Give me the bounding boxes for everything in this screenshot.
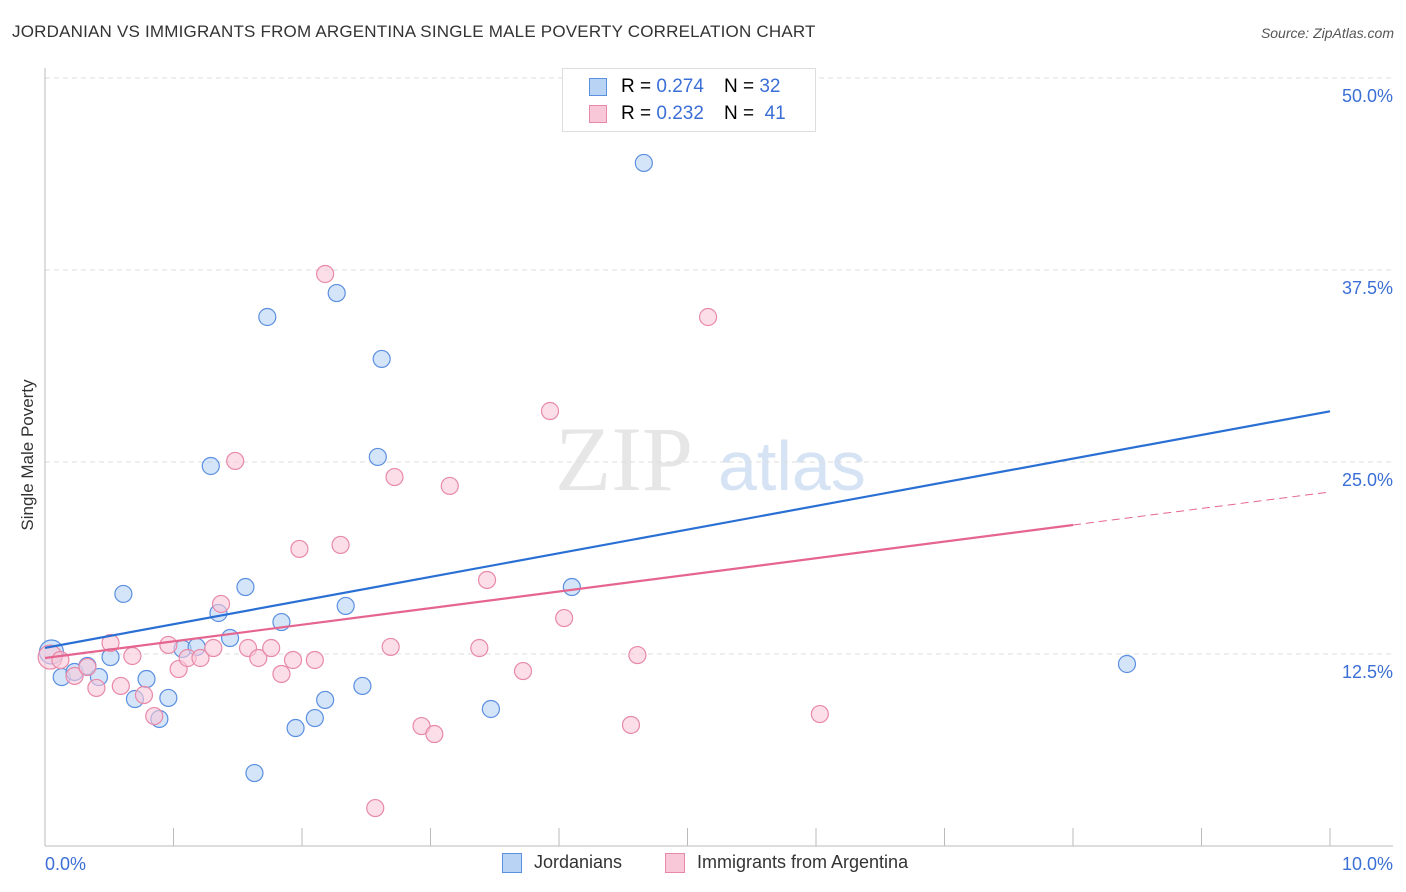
trend-line-1 <box>44 523 1074 660</box>
data-point-argentina <box>226 451 245 471</box>
data-point-argentina <box>123 646 142 666</box>
data-point-argentina <box>698 307 718 327</box>
x-tick-label: 0.0% <box>45 854 86 874</box>
data-point-argentina <box>621 715 641 735</box>
data-point-argentina <box>51 650 70 670</box>
data-point-argentina <box>65 666 84 686</box>
data-point-argentina <box>204 638 223 658</box>
data-point-jordanians <box>327 283 346 303</box>
data-point-jordanians <box>245 763 264 783</box>
data-point-argentina <box>145 706 164 726</box>
data-point-jordanians <box>159 688 178 708</box>
data-point-argentina <box>78 657 97 677</box>
data-point-jordanians <box>562 577 581 597</box>
x-tick-label: 10.0% <box>1342 854 1393 874</box>
legend-row-argentina: R = 0.232 N = 41 <box>589 103 786 125</box>
data-point-argentina <box>262 638 281 658</box>
watermark-atlas: atlas <box>718 427 866 505</box>
data-point-argentina <box>283 650 303 670</box>
data-point-jordanians <box>481 699 500 719</box>
data-point-argentina <box>211 594 231 614</box>
legend-swatch-pink <box>589 105 607 123</box>
data-point-jordanians <box>372 349 391 369</box>
data-point-argentina <box>331 535 350 555</box>
watermark-zip: ZIP <box>555 408 693 510</box>
data-point-argentina <box>316 264 335 284</box>
legend-swatch-blue <box>589 78 607 96</box>
data-point-argentina <box>628 645 647 665</box>
r-value: 0.274 <box>656 76 704 97</box>
data-point-argentina <box>249 648 268 668</box>
data-point-jordanians <box>236 577 255 597</box>
trend-line-0 <box>44 410 1331 649</box>
legend-label: Immigrants from Argentina <box>697 852 909 872</box>
r-value: 0.232 <box>656 103 704 124</box>
r-label: R = <box>621 103 652 124</box>
data-point-argentina <box>272 664 291 684</box>
data-point-jordanians <box>220 628 240 648</box>
data-point-argentina <box>381 637 400 657</box>
bottom-legend-jordanians: Jordanians <box>502 852 622 873</box>
data-point-argentina <box>366 798 385 818</box>
data-point-argentina <box>305 650 324 670</box>
legend-swatch-blue <box>502 852 522 873</box>
data-point-jordanians <box>634 153 653 173</box>
data-point-argentina <box>477 570 497 590</box>
n-label: N = <box>723 103 755 124</box>
n-value: 41 <box>764 103 786 124</box>
data-point-argentina <box>159 635 178 655</box>
data-point-jordanians <box>336 596 355 616</box>
data-point-argentina <box>87 678 106 698</box>
data-point-jordanians <box>201 456 220 476</box>
data-point-jordanians <box>1117 654 1137 674</box>
y-axis-label: Single Male Poverty <box>18 379 37 531</box>
data-point-jordanians <box>353 676 372 696</box>
data-point-jordanians <box>258 307 277 327</box>
data-point-argentina <box>470 638 489 658</box>
data-point-argentina <box>191 648 210 668</box>
y-tick-label: 50.0% <box>1342 86 1393 106</box>
bottom-legend-argentina: Immigrants from Argentina <box>665 852 908 873</box>
data-point-jordanians <box>368 447 387 467</box>
data-point-argentina <box>513 661 533 681</box>
data-point-argentina <box>134 685 154 705</box>
chart-title: JORDANIAN VS IMMIGRANTS FROM ARGENTINA S… <box>12 22 816 41</box>
data-point-argentina <box>540 401 560 421</box>
trend-line-extension <box>1072 491 1331 526</box>
legend-label: Jordanians <box>534 852 623 872</box>
data-point-argentina <box>425 724 444 744</box>
data-point-argentina <box>555 608 574 628</box>
data-point-argentina <box>810 704 829 724</box>
data-point-argentina <box>290 539 309 559</box>
data-point-jordanians <box>286 718 305 738</box>
data-point-argentina <box>385 467 404 487</box>
y-tick-label: 25.0% <box>1342 470 1393 490</box>
legend-stats: R = 0.274 N = 32 R = 0.232 N = 41 <box>562 68 816 132</box>
data-point-jordanians <box>316 690 335 710</box>
r-label: R = <box>621 76 652 97</box>
data-point-argentina <box>111 676 130 696</box>
data-point-jordanians <box>305 708 324 728</box>
data-point-argentina <box>440 476 459 496</box>
chart-source: Source: ZipAtlas.com <box>1260 25 1394 41</box>
y-tick-label: 12.5% <box>1342 662 1393 682</box>
y-tick-label: 37.5% <box>1342 278 1393 298</box>
data-point-jordanians <box>114 584 133 604</box>
n-label: N = <box>723 76 755 97</box>
data-point-jordanians <box>137 669 156 689</box>
n-value: 32 <box>759 76 781 97</box>
legend-swatch-pink <box>665 852 685 873</box>
legend-row-jordanians: R = 0.274 N = 32 <box>589 76 780 98</box>
data-point-argentina <box>101 633 120 653</box>
